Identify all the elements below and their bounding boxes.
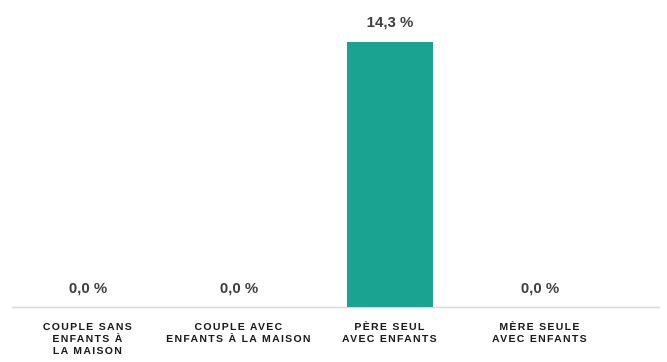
category-label-line: LA MAISON — [53, 345, 123, 357]
data-label-2: 0,0 % — [220, 280, 258, 297]
category-label-line: MÈRE SEULE — [499, 320, 580, 333]
bar-3 — [347, 42, 433, 307]
category-label-4: MÈRE SEULE AVEC ENFANTS — [492, 320, 588, 345]
category-label-1: COUPLE SANS ENFANTS À LA MAISON — [43, 321, 133, 357]
category-label-line: AVEC ENFANTS — [492, 333, 588, 345]
data-label-4: 0,0 % — [521, 280, 559, 297]
category-label-3: PÈRE SEUL AVEC ENFANTS — [342, 320, 438, 345]
data-label-1: 0,0 % — [69, 280, 107, 297]
data-label-3: 14,3 % — [367, 14, 414, 31]
category-label-line: PÈRE SEUL — [354, 320, 425, 333]
category-label-line: AVEC ENFANTS — [342, 333, 438, 345]
category-label-line: ENFANTS À — [52, 332, 123, 345]
category-label-line: ENFANTS À LA MAISON — [166, 332, 312, 345]
category-label-2: COUPLE AVEC ENFANTS À LA MAISON — [166, 321, 312, 345]
category-label-line: COUPLE SANS — [43, 321, 133, 333]
category-label-line: COUPLE AVEC — [195, 321, 284, 333]
